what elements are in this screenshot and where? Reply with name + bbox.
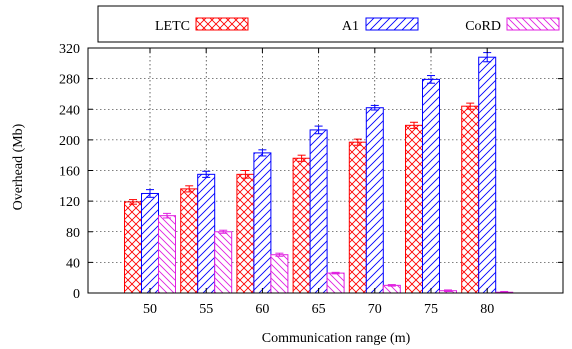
bar-letc-50 (124, 201, 142, 294)
legend-swatch-a1 (365, 17, 419, 31)
legend-label-a1: A1 (342, 19, 359, 34)
legend-label-cord: CoRD (465, 19, 501, 34)
legend-swatch-cord (506, 17, 560, 31)
bar-a1-55 (197, 173, 216, 294)
x-tick-label: 75 (424, 302, 438, 317)
legend-box (97, 5, 564, 43)
y-tick-label: 320 (59, 42, 80, 57)
bar-letc-65 (292, 157, 311, 294)
x-axis-label: Communication range (m) (262, 331, 411, 346)
bar-a1-50 (141, 192, 159, 294)
x-tick-label: 50 (143, 302, 157, 317)
bar-cord-50 (158, 215, 176, 294)
bar-letc-60 (236, 173, 255, 294)
x-tick-label: 60 (255, 302, 269, 317)
legend: LETC A1 CoRD (97, 5, 564, 43)
legend-label-letc: LETC (155, 19, 190, 34)
plot-frame (87, 47, 564, 294)
y-axis-label: Overhead (Mb) (11, 123, 26, 210)
bar-a1-75 (422, 78, 440, 294)
bar-a1-70 (365, 107, 384, 294)
bars (124, 52, 514, 294)
bar-a1-60 (253, 152, 272, 294)
x-tick-label: 70 (368, 302, 382, 317)
bar-letc-80 (461, 105, 480, 294)
y-tick-label: 160 (59, 165, 80, 180)
axes: 0 40 80 120 160 200 240 280 320 50 55 60 65 70 75 80 (59, 42, 564, 317)
bar-a1-65 (309, 129, 328, 294)
y-tick-label: 120 (59, 195, 80, 210)
bar-letc-75 (405, 124, 423, 294)
x-tick-label: 55 (199, 302, 213, 317)
y-tick-label: 0 (73, 287, 80, 302)
bar-cord-65 (326, 272, 345, 294)
y-tick-label: 280 (59, 73, 80, 88)
legend-swatch-letc (195, 17, 249, 31)
bar-letc-55 (180, 188, 199, 294)
bar-cord-60 (270, 254, 289, 294)
y-tick-label: 200 (59, 134, 80, 149)
bar-cord-55 (214, 231, 233, 294)
x-tick-label: 80 (480, 302, 494, 317)
y-tick-label: 80 (66, 226, 80, 241)
x-tick-label: 65 (312, 302, 326, 317)
y-tick-label: 240 (59, 103, 80, 118)
bar-a1-80 (478, 56, 497, 294)
bar-letc-70 (348, 141, 367, 294)
y-tick-label: 40 (66, 256, 80, 271)
